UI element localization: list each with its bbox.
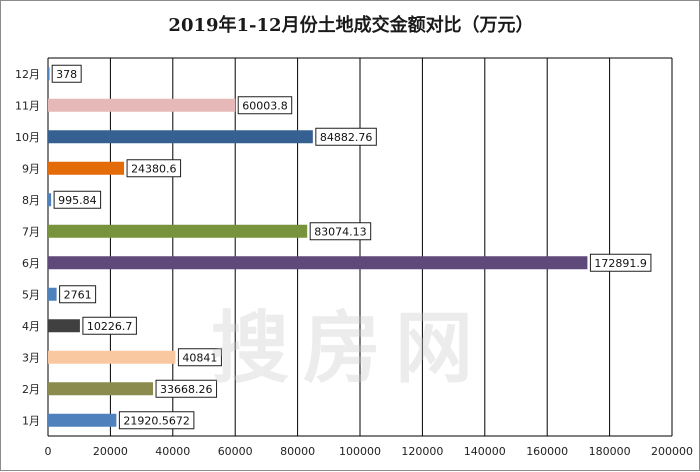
category-label: 12月 xyxy=(15,68,40,81)
bar xyxy=(48,256,588,270)
x-tick-label: 180000 xyxy=(589,445,631,458)
x-tick-label: 20000 xyxy=(93,445,128,458)
data-label-box xyxy=(315,127,377,146)
category-label: 6月 xyxy=(22,257,40,270)
bar xyxy=(48,193,52,207)
bar xyxy=(48,382,154,396)
bar xyxy=(48,130,313,144)
data-label-box xyxy=(177,348,222,367)
x-tick-label: 60000 xyxy=(218,445,253,458)
bar xyxy=(48,287,57,301)
data-label: 172891.9 xyxy=(594,257,647,270)
x-tick-label: 0 xyxy=(45,445,52,458)
data-label-box xyxy=(53,190,102,209)
x-tick-label: 140000 xyxy=(464,445,506,458)
category-label: 3月 xyxy=(22,351,40,364)
data-label-box xyxy=(118,411,195,430)
data-label: 33668.26 xyxy=(160,383,213,396)
category-label: 4月 xyxy=(22,320,40,333)
bar xyxy=(48,67,50,81)
category-label: 5月 xyxy=(22,288,40,301)
bar xyxy=(48,319,80,333)
bar xyxy=(48,350,176,364)
x-tick-label: 200000 xyxy=(651,445,693,458)
data-label-box xyxy=(155,379,218,398)
category-label: 7月 xyxy=(22,225,40,238)
data-label: 2761 xyxy=(64,288,92,301)
data-label-box xyxy=(82,316,137,335)
data-label-box xyxy=(237,96,293,115)
category-label: 2月 xyxy=(22,383,40,396)
data-label: 995.84 xyxy=(58,194,97,207)
data-label-box xyxy=(126,159,182,178)
chart-title: 2019年1-12月份土地成交金额对比（万元） xyxy=(168,15,534,36)
data-label: 378 xyxy=(56,68,77,81)
data-label-box xyxy=(309,222,372,241)
data-label: 60003.8 xyxy=(242,99,288,112)
bar xyxy=(48,98,236,112)
data-label-box xyxy=(51,64,82,83)
category-label: 9月 xyxy=(22,162,40,175)
data-label: 40841 xyxy=(182,351,217,364)
data-label: 10226.7 xyxy=(87,320,133,333)
x-tick-label: 40000 xyxy=(155,445,190,458)
x-tick-label: 80000 xyxy=(280,445,315,458)
x-tick-label: 120000 xyxy=(401,445,443,458)
category-label: 11月 xyxy=(15,99,40,112)
x-tick-label: 100000 xyxy=(339,445,381,458)
category-label: 1月 xyxy=(22,414,40,427)
data-label: 21920.5672 xyxy=(123,414,189,427)
data-label: 24380.6 xyxy=(131,162,177,175)
bar xyxy=(48,161,125,175)
data-label: 83074.13 xyxy=(314,225,367,238)
data-label: 84882.76 xyxy=(320,131,373,144)
category-label: 10月 xyxy=(15,131,40,144)
data-label-box xyxy=(59,285,97,304)
x-tick-label: 160000 xyxy=(526,445,568,458)
category-label: 8月 xyxy=(22,194,40,207)
data-label-box xyxy=(589,253,652,272)
bar xyxy=(48,224,308,238)
bar xyxy=(48,413,117,427)
